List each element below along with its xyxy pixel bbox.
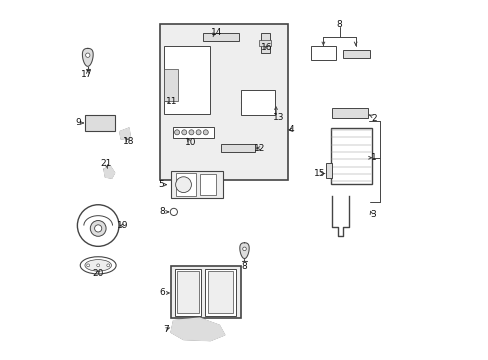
Bar (207, 271, 232, 314)
Bar (160, 24, 287, 180)
Text: 1: 1 (371, 153, 376, 162)
Circle shape (77, 205, 119, 246)
Text: 21: 21 (100, 159, 111, 168)
Circle shape (242, 247, 246, 251)
Text: 14: 14 (211, 28, 222, 37)
Text: 13: 13 (272, 113, 284, 122)
Text: 6: 6 (160, 288, 165, 297)
Polygon shape (82, 48, 93, 66)
Text: 4: 4 (288, 125, 294, 134)
Text: 17: 17 (81, 71, 92, 80)
Circle shape (170, 208, 177, 216)
Bar (260, 33, 269, 53)
Ellipse shape (80, 257, 116, 274)
Bar (258, 40, 271, 45)
Circle shape (188, 130, 194, 135)
Text: 18: 18 (123, 137, 135, 146)
Text: 8: 8 (160, 207, 165, 216)
Circle shape (85, 53, 90, 57)
Text: 8: 8 (241, 262, 247, 271)
Ellipse shape (85, 260, 111, 271)
Bar (176, 173, 196, 196)
Text: 12: 12 (254, 144, 265, 153)
Circle shape (174, 130, 179, 135)
Bar (172, 127, 214, 138)
Circle shape (90, 221, 106, 236)
Bar (177, 271, 198, 314)
Text: 16: 16 (261, 43, 272, 52)
Bar (203, 33, 239, 41)
Circle shape (94, 225, 102, 232)
Text: 20: 20 (92, 269, 103, 278)
Bar (332, 108, 367, 118)
Polygon shape (104, 166, 115, 178)
Text: 3: 3 (370, 210, 376, 219)
Text: 15: 15 (313, 169, 325, 178)
Circle shape (86, 264, 89, 267)
Bar (171, 171, 223, 198)
Bar (163, 69, 178, 101)
Text: 8: 8 (336, 19, 342, 28)
Bar (85, 116, 115, 131)
Text: 7: 7 (163, 325, 168, 334)
Text: 11: 11 (165, 96, 177, 105)
Bar (163, 45, 210, 114)
Circle shape (196, 130, 201, 135)
Text: 9: 9 (75, 118, 81, 127)
Text: 10: 10 (184, 138, 196, 147)
Text: 2: 2 (371, 114, 376, 123)
Bar (204, 269, 235, 316)
Bar (171, 266, 241, 318)
Bar (221, 144, 255, 152)
Circle shape (203, 130, 208, 135)
Polygon shape (120, 128, 130, 139)
Bar (325, 163, 331, 178)
Circle shape (182, 130, 186, 135)
Bar (199, 174, 215, 195)
Bar (343, 50, 369, 58)
Bar (310, 46, 335, 60)
Circle shape (175, 177, 191, 193)
Bar (174, 269, 201, 316)
Bar (330, 128, 371, 184)
Bar (241, 90, 274, 116)
Polygon shape (239, 243, 249, 258)
Circle shape (106, 264, 109, 267)
Polygon shape (171, 318, 224, 341)
Circle shape (97, 264, 100, 267)
Text: 5: 5 (158, 180, 163, 189)
Text: 19: 19 (117, 221, 128, 230)
